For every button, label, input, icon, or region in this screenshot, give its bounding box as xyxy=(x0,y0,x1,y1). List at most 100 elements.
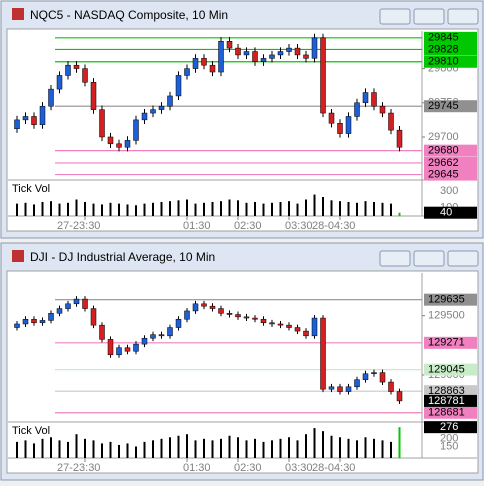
candle-body xyxy=(73,298,80,305)
volume-bar xyxy=(245,202,248,216)
candle-body xyxy=(286,324,292,328)
candle-body xyxy=(116,143,122,148)
candle-body xyxy=(158,334,165,337)
close-button[interactable] xyxy=(447,250,479,267)
level-label: 129271 xyxy=(428,337,465,349)
candle-body xyxy=(14,323,20,328)
candle-body xyxy=(362,373,369,380)
volume-bar xyxy=(313,194,316,216)
candle-body xyxy=(277,51,284,56)
minimize-button[interactable] xyxy=(379,8,411,25)
window-title: NQC5 - NASDAQ Composite, 10 Min xyxy=(30,8,228,22)
volume-bar xyxy=(160,201,163,216)
x-tick-label: 02:30 xyxy=(234,462,262,474)
candle-body xyxy=(396,391,403,402)
candle-body xyxy=(396,129,403,148)
candle-body xyxy=(260,58,267,63)
candle-body xyxy=(14,119,20,130)
maximize-button[interactable] xyxy=(413,250,445,267)
volume-bar xyxy=(211,440,214,458)
candle-body xyxy=(379,372,386,383)
x-tick-label: 27-23:30 xyxy=(57,462,100,474)
maximize-button[interactable] xyxy=(413,8,445,25)
candle-body xyxy=(311,317,318,337)
volume-bar xyxy=(390,441,392,458)
candle-body xyxy=(345,116,352,134)
candle-body xyxy=(243,316,250,319)
volume-bar xyxy=(279,438,282,458)
volume-bar xyxy=(322,197,324,216)
candle-body xyxy=(65,64,71,76)
candle-body xyxy=(243,51,250,56)
candle-body xyxy=(209,305,216,309)
candle-body xyxy=(226,41,233,49)
candle-body xyxy=(56,75,63,90)
candle-body xyxy=(22,318,29,325)
candle-body xyxy=(379,105,386,114)
close-button[interactable] xyxy=(447,8,479,25)
volume-bar xyxy=(237,437,239,458)
candle-body xyxy=(226,313,233,315)
level-label: 129045 xyxy=(428,364,465,376)
volume-title: Tick Vol xyxy=(12,183,50,195)
candle-body xyxy=(303,330,309,337)
level-label-box xyxy=(424,336,477,349)
y-tick-label: 29700 xyxy=(428,131,459,143)
level-label-box xyxy=(424,144,477,157)
x-tick-label: 03:30 xyxy=(285,462,313,474)
volume-bar xyxy=(152,202,154,216)
volume-bar xyxy=(330,200,333,216)
volume-bar xyxy=(305,199,307,216)
candle-body xyxy=(269,54,275,59)
volume-bar xyxy=(50,437,52,458)
candle-body xyxy=(294,47,301,56)
level-label: 29745 xyxy=(428,100,459,112)
volume-bar xyxy=(33,443,35,458)
candle-body xyxy=(107,136,114,145)
candle-body xyxy=(56,308,63,314)
x-tick-label: 28-04:30 xyxy=(312,220,355,232)
level-label-box xyxy=(424,363,477,376)
volume-bar xyxy=(398,427,401,458)
volume-bar xyxy=(109,202,112,216)
level-label: 29810 xyxy=(428,56,459,68)
candle-body xyxy=(141,112,148,121)
volume-bar xyxy=(50,201,52,216)
candle-body xyxy=(133,119,139,141)
volume-bar xyxy=(92,440,95,458)
current-price-box xyxy=(424,394,477,407)
candle-body xyxy=(184,68,190,76)
volume-bar xyxy=(33,204,35,216)
current-volume-label: 276 xyxy=(440,421,458,433)
candle-body xyxy=(184,310,190,320)
volume-bar xyxy=(84,201,86,216)
level-label-box xyxy=(424,31,477,44)
window: NQC5 - NASDAQ Composite, 10 Min xyxy=(0,0,484,239)
x-tick-label: 02:30 xyxy=(234,220,262,232)
volume-bar xyxy=(305,434,307,458)
level-label-box xyxy=(424,293,477,306)
candle-body xyxy=(286,47,292,52)
volume-bar xyxy=(356,440,358,458)
minimize-button[interactable] xyxy=(379,250,411,267)
candle-body xyxy=(235,47,241,56)
volume-bar xyxy=(373,201,375,216)
candle-body xyxy=(124,347,131,352)
volume-bar xyxy=(75,199,78,216)
candle-body xyxy=(303,54,309,59)
candle-body xyxy=(354,379,360,388)
volume-bar xyxy=(390,203,392,216)
volume-bar xyxy=(135,446,137,458)
volume-bar xyxy=(296,440,299,458)
level-label: 29828 xyxy=(428,43,459,55)
volume-bar xyxy=(271,440,273,458)
volume-bar xyxy=(41,438,44,458)
volume-bar xyxy=(143,441,146,458)
level-label: 29645 xyxy=(428,168,459,180)
candle-body xyxy=(82,298,88,309)
level-label: 29680 xyxy=(428,145,459,157)
candle-body xyxy=(235,314,241,318)
volume-bar xyxy=(254,438,256,458)
volume-bar xyxy=(194,203,197,216)
